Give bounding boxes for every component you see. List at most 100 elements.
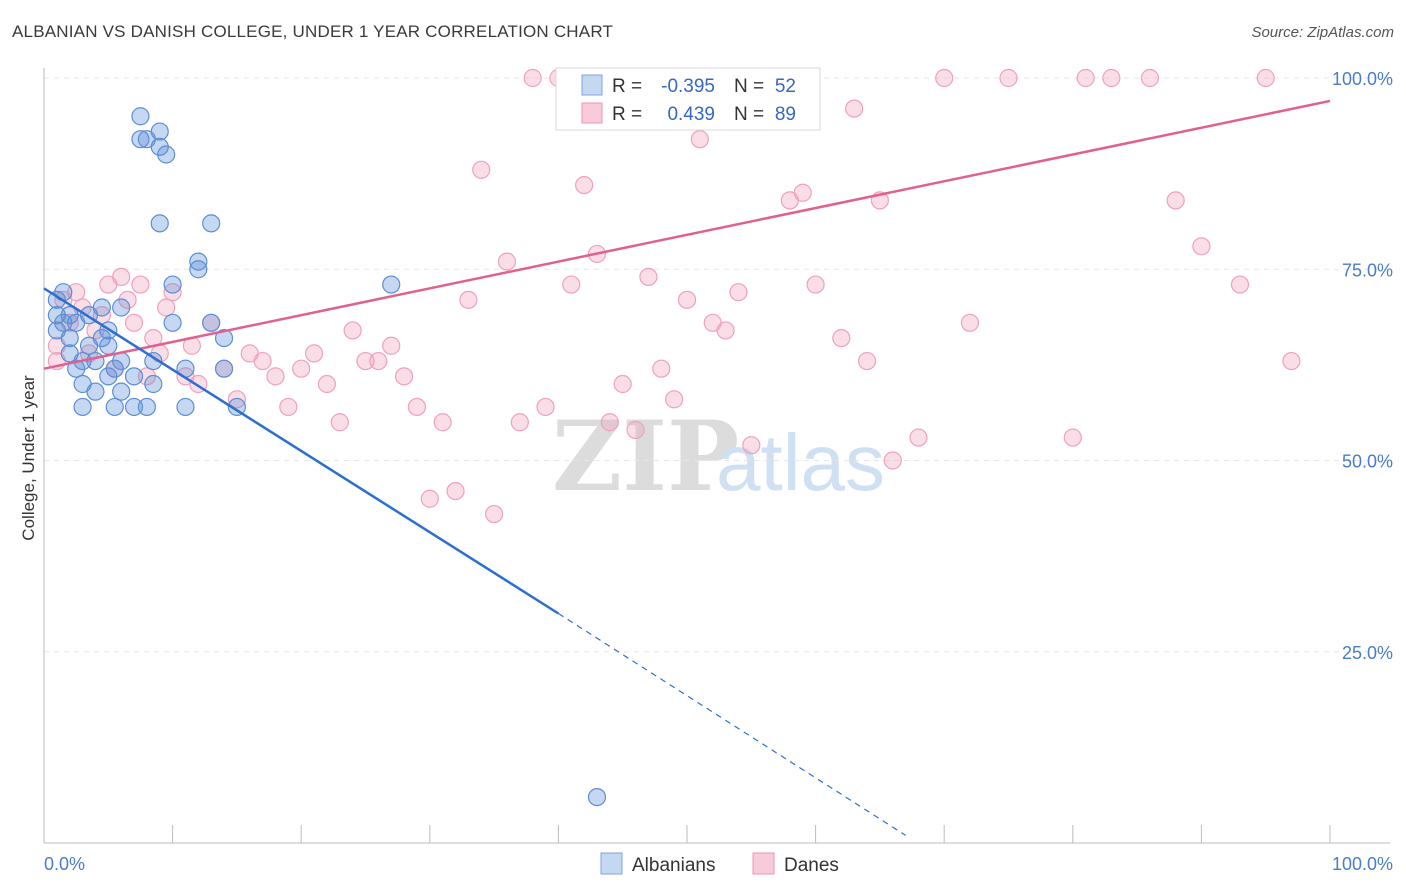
danes-point: [600, 413, 619, 432]
danes-point: [407, 397, 427, 417]
albanians-point: [214, 329, 234, 348]
albanians-point: [137, 397, 156, 417]
legend-n-label-2: N =: [734, 104, 764, 125]
danes-point: [562, 275, 581, 294]
albanians-point: [92, 298, 111, 317]
danes-point: [1282, 351, 1301, 371]
gridlines: [44, 77, 1390, 653]
trend-lines: [43, 99, 1331, 836]
albanians-point: [131, 130, 150, 149]
danes-point: [304, 344, 324, 363]
albanians-point: [176, 397, 195, 417]
albanians-point: [86, 351, 105, 371]
y-tick-label: 50.0%: [1342, 452, 1393, 472]
danes-point: [356, 351, 375, 371]
albanians-point: [124, 367, 144, 386]
watermark-zip: ZIP: [552, 400, 739, 513]
danes-point: [999, 68, 1018, 88]
stats-legend: R = -0.395 N = 52 R = 0.439 N = 89: [555, 67, 821, 131]
danes-point: [806, 275, 825, 294]
albanians-point: [150, 122, 169, 141]
chart-title: ALBANIAN VS DANISH COLLEGE, UNDER 1 YEAR…: [12, 22, 614, 41]
danes-point: [883, 451, 902, 470]
danes-point: [742, 436, 761, 455]
albanians-trend-line: [43, 287, 560, 615]
albanians-point: [150, 214, 169, 233]
danes-points: [47, 68, 1301, 524]
danes-point: [1076, 68, 1095, 88]
danes-point: [690, 130, 709, 149]
danes-point: [497, 252, 517, 271]
danes-point: [157, 298, 176, 317]
danes-point: [369, 351, 388, 371]
danes-point: [652, 359, 671, 378]
source-credit: Source: ZipAtlas.com: [1251, 24, 1394, 41]
danes-point: [793, 183, 812, 202]
bottom-swatch-danes: [752, 852, 775, 875]
x-tick-label-min: 0.0%: [44, 854, 85, 874]
legend-n-value-albanians: 52: [775, 76, 796, 97]
danes-point: [394, 367, 414, 386]
danes-point: [1140, 68, 1160, 88]
danes-point: [292, 359, 311, 378]
series-legend: Albanians Danes: [600, 852, 839, 876]
danes-point: [510, 413, 529, 432]
danes-point: [639, 267, 658, 286]
albanians-point: [157, 145, 176, 164]
danes-point: [124, 313, 144, 332]
albanians-trend-extension: [558, 612, 906, 836]
albanians-point: [189, 252, 208, 271]
albanians-point: [124, 397, 144, 417]
y-tick-label: 25.0%: [1342, 643, 1393, 663]
danes-point: [575, 176, 594, 195]
danes-point: [1256, 68, 1275, 88]
danes-point: [909, 428, 928, 447]
danes-point: [253, 351, 272, 371]
danes-point: [716, 321, 735, 340]
danes-point: [1063, 428, 1082, 447]
danes-point: [279, 397, 298, 417]
albanians-point: [131, 107, 150, 126]
danes-point: [459, 290, 478, 309]
legend-r-value-albanians: -0.395: [661, 76, 715, 97]
y-tick-label: 100.0%: [1332, 69, 1393, 89]
legend-r-value-danes: 0.439: [667, 104, 715, 125]
danes-point: [67, 283, 86, 302]
danes-point: [626, 420, 645, 439]
albanians-point: [382, 275, 401, 294]
danes-point: [1192, 237, 1211, 256]
albanians-point: [112, 382, 131, 401]
axes: 25.0% 50.0% 75.0% 100.0% 0.0% 100.0%: [43, 68, 1393, 874]
danes-point: [112, 267, 131, 286]
danes-point: [266, 367, 285, 386]
danes-point: [536, 397, 555, 417]
danes-point: [433, 413, 452, 432]
danes-point: [1230, 275, 1250, 294]
danes-point: [613, 374, 632, 394]
albanians-point: [60, 329, 79, 348]
albanians-point: [202, 214, 221, 233]
danes-point: [317, 374, 337, 394]
danes-point: [935, 68, 954, 88]
legend-swatch-danes: [581, 102, 603, 124]
danes-point: [1102, 68, 1121, 88]
danes-point: [131, 275, 150, 294]
danes-point: [227, 390, 246, 409]
danes-point: [832, 329, 851, 348]
legend-n-label-1: N =: [734, 76, 764, 97]
danes-point: [960, 313, 980, 332]
y-tick-label: 75.0%: [1342, 260, 1393, 280]
albanians-point: [587, 787, 607, 807]
danes-point: [163, 283, 182, 302]
danes-point: [665, 390, 684, 409]
albanians-point: [144, 374, 163, 394]
danes-point: [343, 321, 362, 340]
bottom-legend-albanians: Albanians: [632, 855, 715, 876]
albanians-points: [47, 107, 607, 807]
danes-point: [523, 68, 542, 88]
legend-n-value-danes: 89: [775, 104, 796, 125]
danes-point: [857, 351, 877, 371]
danes-point: [446, 482, 465, 501]
albanians-point: [144, 351, 163, 371]
